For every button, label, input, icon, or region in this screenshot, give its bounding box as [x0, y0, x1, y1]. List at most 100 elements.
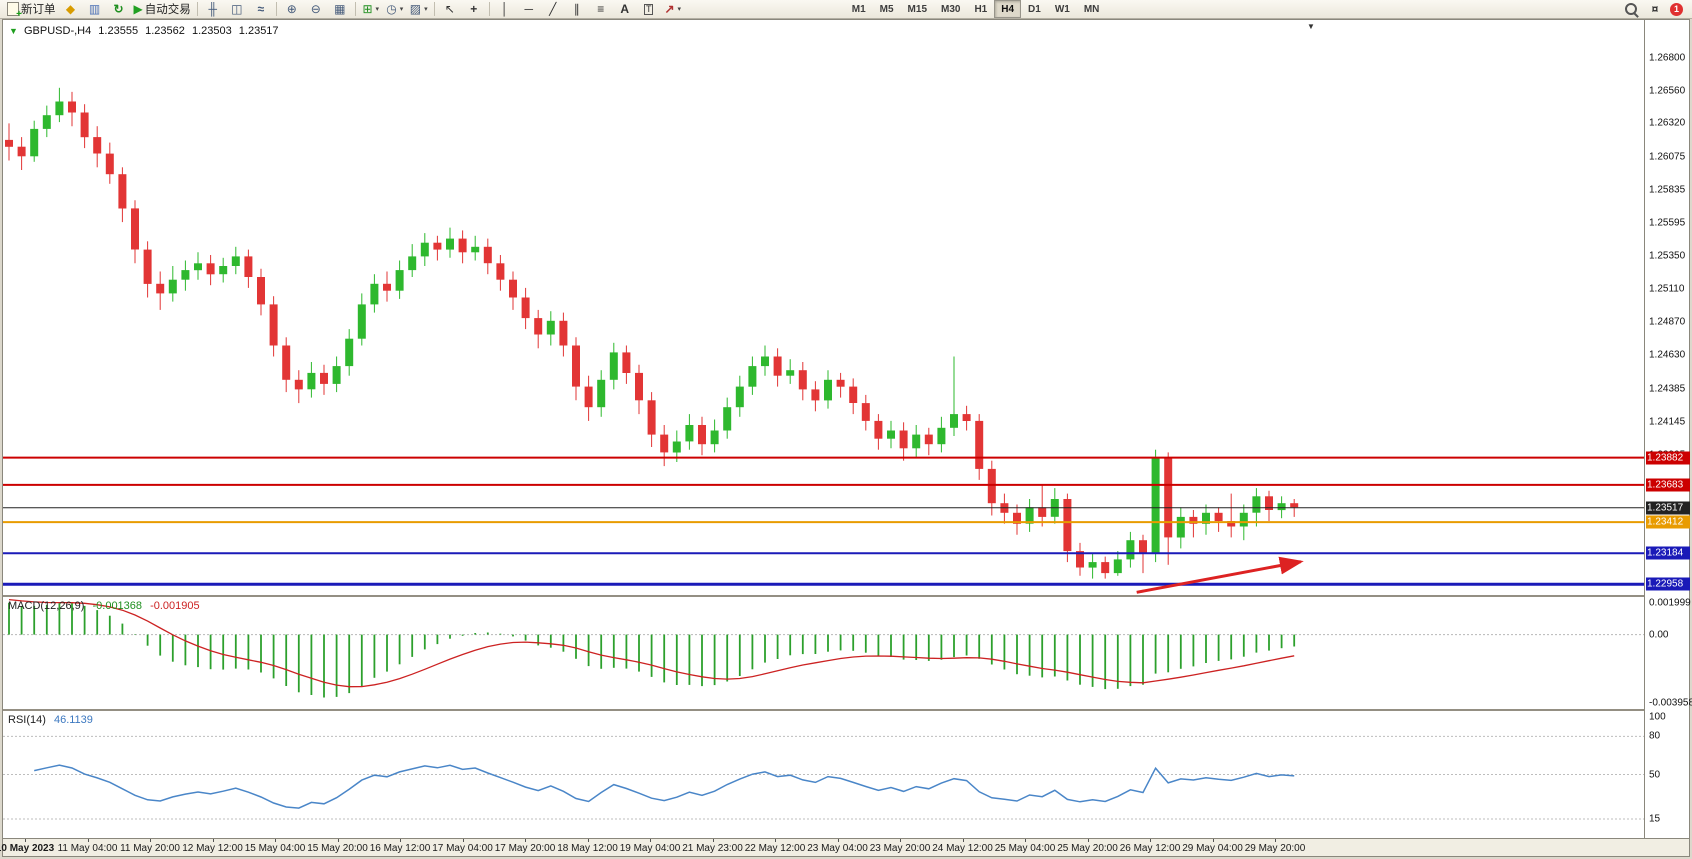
zoom-in-button[interactable]: ⊕	[280, 0, 304, 19]
time-axis-tickmark	[525, 839, 526, 842]
bar-chart-button[interactable]: ╫	[201, 0, 225, 19]
market-watch-button[interactable]: ◆	[59, 0, 83, 19]
timeframe-m1-button[interactable]: M1	[851, 3, 866, 15]
time-axis-label: 29 May 20:00	[1244, 843, 1306, 854]
time-axis-tickmark	[587, 839, 589, 842]
price-level-label: 1.23184	[1646, 546, 1690, 560]
rsi-label: RSI(14) 46.1139	[8, 714, 98, 726]
macd-value-signal: -0.001905	[150, 600, 200, 612]
price-axis-tick: 1.25835	[1649, 184, 1686, 196]
time-axis-label: 24 May 12:00	[932, 843, 993, 854]
time-axis-label: 16 May 12:00	[369, 843, 431, 854]
time-axis-tickmark	[837, 839, 839, 842]
search-button[interactable]	[1619, 0, 1643, 19]
ohlc-high: 1.23562	[145, 25, 185, 37]
channel-button[interactable]: ∥	[565, 0, 589, 19]
cursor-button[interactable]: ↖	[438, 0, 462, 19]
timeframe-m30-button[interactable]: M30	[941, 3, 961, 15]
line-chart-icon: ≈	[257, 2, 265, 16]
time-axis-label: 26 May 12:00	[1119, 843, 1181, 854]
toolbar-separator	[488, 2, 490, 16]
macd-value-main: -0.001368	[92, 600, 143, 612]
time-axis-label: 10 May 2023	[0, 843, 55, 854]
macd-pane-divider[interactable]	[3, 595, 1689, 597]
time-axis-label: 15 May 04:00	[244, 843, 306, 854]
time-axis-tickmark	[650, 839, 651, 842]
new-order-button-label: 新订单	[21, 4, 56, 16]
trendline-button[interactable]: ╱	[541, 0, 565, 19]
market-watch-icon: ◆	[65, 2, 76, 16]
templates-icon: ▨	[409, 2, 422, 16]
time-axis-label: 11 May 20:00	[120, 843, 180, 854]
rsi-pane-divider[interactable]	[3, 709, 1689, 711]
timeframe-toolbar: M1 M5 M15 M30 H1 H4 D1 W1 MN	[845, 0, 1107, 18]
time-axis[interactable]: 10 May 2023 11 May 04:00 11 May 20:00 12 Ma…	[0, 838, 1689, 856]
rsi-value: 46.1139	[53, 714, 93, 726]
autotrading-button-label: 自动交易	[144, 4, 191, 16]
refresh-icon: ↻	[113, 2, 124, 16]
notifications-badge[interactable]: 1	[1670, 2, 1683, 16]
candlestick-chart-button[interactable]: ◫	[225, 0, 249, 19]
price-axis-tick: 1.26560	[1649, 85, 1686, 96]
time-axis-label: 15 May 20:00	[307, 843, 368, 854]
new-order-button[interactable]: 新订单	[4, 0, 59, 20]
horizontal-line-button[interactable]: ─	[517, 0, 541, 19]
timeframe-w1-button[interactable]: W1	[1054, 3, 1070, 15]
price-level-label: 1.23882	[1646, 451, 1690, 465]
macd-axis-tick: -0.003958	[1649, 697, 1692, 709]
data-window-button[interactable]: ▥	[83, 0, 107, 19]
ohlc-low: 1.23503	[191, 25, 232, 37]
ohlc-open: 1.23555	[98, 25, 139, 37]
bar-chart-icon: ╫	[208, 2, 217, 16]
tile-windows-button[interactable]: ▦	[328, 0, 352, 19]
macd-name: MACD(12,26,9)	[8, 600, 85, 612]
timeframe-h4-button[interactable]: H4	[994, 0, 1022, 18]
hline-icon: ─	[524, 2, 533, 16]
vline-icon: │	[500, 2, 509, 16]
chevron-down-icon: ▾	[399, 6, 404, 13]
timeframe-d1-button[interactable]: D1	[1028, 3, 1041, 15]
fibonacci-icon: ≡	[597, 2, 605, 16]
periods-button[interactable]: ◷ ▾	[383, 0, 407, 19]
crosshair-button[interactable]: +	[462, 0, 486, 19]
rsi-axis-tick: 80	[1649, 730, 1661, 742]
crosshair-icon: +	[470, 2, 478, 16]
timeframe-h1-button[interactable]: H1	[974, 3, 988, 15]
timeframe-m5-button[interactable]: M5	[879, 3, 894, 15]
chart-shift-marker-icon[interactable]: ▼	[1307, 22, 1315, 31]
time-axis-tickmark	[462, 839, 464, 842]
autotrading-button[interactable]: ▶ 自动交易	[131, 0, 194, 19]
chart-plot-area[interactable]	[3, 20, 1689, 856]
trend-arrow-annotation[interactable]	[1136, 556, 1304, 594]
templates-button[interactable]: ▨ ▾	[407, 0, 431, 19]
zoom-out-button[interactable]: ⊖	[304, 0, 328, 19]
time-axis-tickmark	[1275, 839, 1276, 842]
time-axis-tickmark	[775, 839, 776, 842]
community-button[interactable]: ¤	[1643, 0, 1667, 19]
price-level-label: 1.23683	[1646, 478, 1690, 492]
horizontal-level-lines[interactable]	[3, 456, 1644, 586]
price-axis[interactable]: 1.26800 1.26560 1.26320 1.26075 1.25835 1.255…	[1644, 20, 1692, 838]
time-axis-tickmark	[150, 839, 151, 842]
macd-axis-tick: 0.001999	[1649, 597, 1691, 609]
text-label-button[interactable]: T	[637, 0, 661, 19]
price-axis-tick: 1.24145	[1649, 416, 1686, 428]
timeframe-m15-button[interactable]: M15	[907, 3, 927, 15]
chevron-down-icon: ▾	[677, 6, 682, 13]
fibonacci-button[interactable]: ≡	[589, 0, 613, 19]
indicators-button[interactable]: ⊞ ▾	[359, 0, 383, 19]
arrows-button[interactable]: ↗ ▾	[661, 0, 685, 19]
vertical-line-button[interactable]: │	[493, 0, 517, 19]
play-icon: ▶	[133, 2, 143, 16]
symbol-ohlc-header: ▼ GBPUSD-,H4 1.23555 1.23562 1.23503 1.2…	[9, 25, 283, 37]
rsi-name: RSI(14)	[8, 714, 46, 726]
line-chart-button[interactable]: ≈	[249, 0, 273, 19]
refresh-button[interactable]: ↻	[107, 0, 131, 19]
time-axis-tickmark	[1025, 839, 1026, 842]
timeframe-mn-button[interactable]: MN	[1083, 3, 1100, 15]
price-axis-tick: 1.24630	[1649, 349, 1686, 361]
time-axis-tickmark	[962, 839, 964, 842]
text-button[interactable]: A	[613, 0, 637, 19]
tile-windows-icon: ▦	[334, 2, 346, 16]
